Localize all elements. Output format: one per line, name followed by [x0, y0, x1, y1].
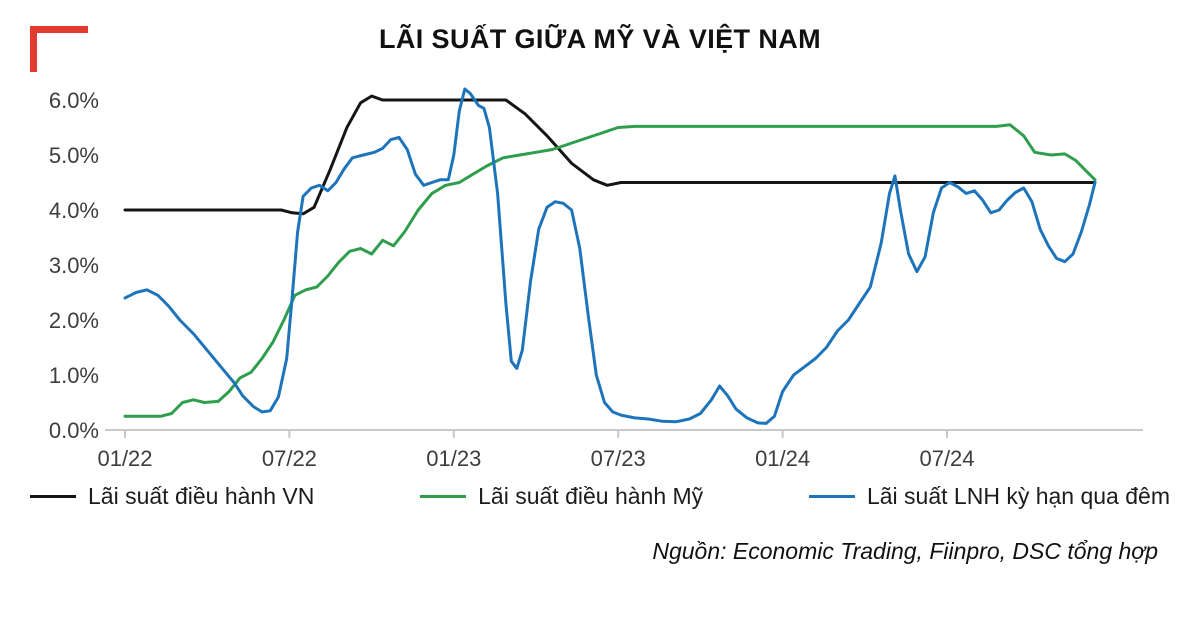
series-line-2: [123, 87, 1097, 425]
y-tick-label: 3.0%: [49, 253, 99, 278]
red-corner-decoration: [30, 26, 88, 72]
chart-svg: 01/22 07/22 01/23 07/23 01/24 07/24 0.0% 1.0% 2.…: [49, 87, 1143, 471]
y-tick-label: 5.0%: [49, 143, 99, 168]
x-tick-label: 01/24: [755, 446, 810, 471]
x-tick-label: 07/22: [262, 446, 317, 471]
chart-area: 01/22 07/22 01/23 07/23 01/24 07/24 0.0% 1.0% 2.…: [25, 65, 1200, 477]
x-tick-label: 01/23: [426, 446, 481, 471]
legend-label: Lãi suất LNH kỳ hạn qua đêm: [866, 483, 1170, 509]
y-tick-label: 6.0%: [49, 88, 99, 113]
legend-item-interbank-overnight-rate: Lãi suất LNH kỳ hạn qua đêm: [808, 483, 1170, 510]
x-tick-label: 07/24: [919, 446, 974, 471]
legend-swatch: [30, 495, 76, 498]
y-tick-label: 0.0%: [49, 418, 99, 443]
y-tick-label: 2.0%: [49, 308, 99, 333]
source-attribution: Nguồn: Economic Trading, Fiinpro, DSC tổ…: [652, 538, 1158, 564]
legend-swatch: [808, 495, 855, 498]
page-title: LÃI SUẤT GIỮA MỸ VÀ VIỆT NAM: [378, 24, 822, 54]
legend-swatch: [420, 495, 467, 498]
series-line-1: [123, 123, 1097, 418]
legend-label: Lãi suất điều hành VN: [88, 483, 315, 509]
y-tick-label: 1.0%: [49, 363, 99, 388]
x-tick-label: 07/23: [591, 446, 646, 471]
legend-label: Lãi suất điều hành Mỹ: [478, 483, 704, 509]
x-tick-label: 01/22: [97, 446, 152, 471]
legend-item-us-policy-rate: Lãi suất điều hành Mỹ: [420, 483, 703, 510]
series-line-0: [123, 94, 1097, 216]
y-tick-label: 4.0%: [49, 198, 99, 223]
legend-item-vn-policy-rate: Lãi suất điều hành VN: [30, 483, 314, 510]
legend: Lãi suất điều hành VN Lãi suất điều hành…: [0, 483, 1200, 510]
